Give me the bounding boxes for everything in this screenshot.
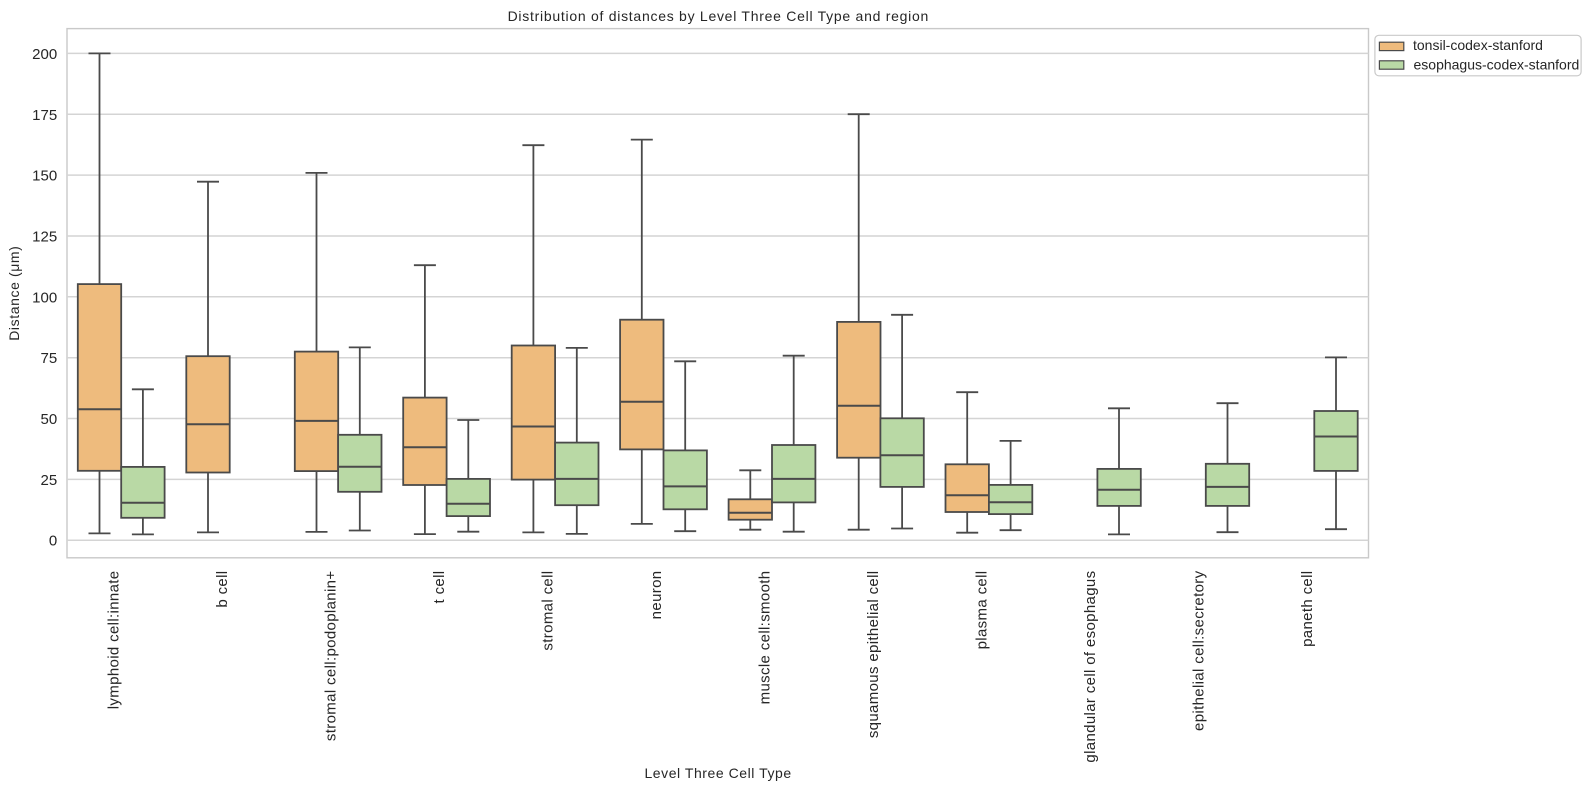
svg-text:plasma cell: plasma cell (973, 571, 990, 650)
svg-text:neuron: neuron (648, 571, 665, 620)
svg-text:200: 200 (32, 46, 57, 63)
svg-text:tonsil-codex-stanford: tonsil-codex-stanford (1413, 37, 1543, 53)
svg-text:stromal cell:podoplanin+: stromal cell:podoplanin+ (323, 571, 340, 742)
svg-text:muscle cell:smooth: muscle cell:smooth (757, 571, 774, 705)
svg-text:50: 50 (41, 411, 58, 428)
svg-text:squamous epithelial cell: squamous epithelial cell (865, 571, 882, 739)
svg-text:epithelial cell:secretory: epithelial cell:secretory (1190, 570, 1207, 731)
svg-text:t cell: t cell (431, 571, 448, 604)
svg-text:175: 175 (32, 107, 57, 124)
svg-text:stromal cell: stromal cell (540, 571, 557, 651)
svg-text:lymphoid cell:innate: lymphoid cell:innate (106, 571, 123, 710)
svg-text:Distribution of distances by L: Distribution of distances by Level Three… (508, 8, 929, 24)
svg-text:Distance (μm): Distance (μm) (6, 246, 22, 341)
svg-text:esophagus-codex-stanford: esophagus-codex-stanford (1414, 56, 1580, 72)
svg-text:25: 25 (41, 472, 58, 489)
svg-text:125: 125 (32, 229, 57, 246)
svg-text:Level Three Cell Type: Level Three Cell Type (644, 765, 791, 781)
svg-text:glandular cell of esophagus: glandular cell of esophagus (1082, 571, 1099, 763)
svg-text:100: 100 (32, 289, 57, 306)
svg-text:b cell: b cell (214, 571, 231, 608)
svg-text:75: 75 (41, 350, 58, 367)
svg-text:0: 0 (49, 533, 57, 550)
svg-text:150: 150 (32, 168, 57, 185)
svg-text:paneth cell: paneth cell (1299, 571, 1316, 647)
